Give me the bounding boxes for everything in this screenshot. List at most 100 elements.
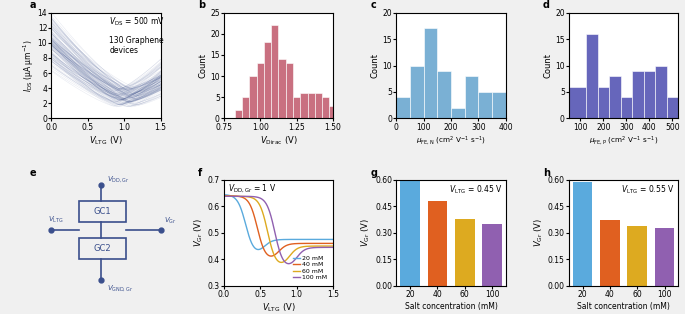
Bar (573, 181, 593, 286)
40 mM (302, 241, 310, 245)
Bar (300, 93, 308, 118)
100 mM (284, 262, 292, 266)
60 mM (269, 251, 277, 255)
Text: $V_{\mathrm{LTG}}$ = 0.55 V: $V_{\mathrm{LTG}}$ = 0.55 V (621, 183, 675, 196)
20 mM (293, 237, 301, 241)
Legend: 20 mM, 40 mM, 60 mM, 100 mM: 20 mM, 40 mM, 60 mM, 100 mM (290, 253, 330, 283)
Bar (438, 71, 451, 118)
60 mM (302, 245, 310, 248)
Text: b: b (198, 0, 205, 10)
Y-axis label: $I_{\mathrm{DS}}$ (μA μm$^{-1}$): $I_{\mathrm{DS}}$ (μA μm$^{-1}$) (22, 39, 36, 92)
Text: $V_\mathrm{Gr}$: $V_\mathrm{Gr}$ (164, 216, 177, 226)
20 mM (329, 237, 337, 241)
Text: $V_\mathrm{GND,Gr}$: $V_\mathrm{GND,Gr}$ (107, 283, 134, 293)
Bar (482, 224, 502, 286)
Bar (79, 201, 125, 222)
Bar (315, 93, 322, 118)
Bar (627, 226, 647, 286)
Bar (569, 87, 586, 118)
Bar (621, 97, 632, 118)
Bar (257, 63, 264, 118)
Line: 60 mM: 60 mM (224, 196, 333, 263)
100 mM (248, 195, 256, 198)
Bar (264, 42, 271, 118)
Y-axis label: $V_{\mathrm{Gr}}$ (V): $V_{\mathrm{Gr}}$ (V) (192, 218, 205, 247)
100 mM (302, 247, 310, 251)
X-axis label: $V_{\mathrm{Dirac}}$ (V): $V_{\mathrm{Dirac}}$ (V) (260, 134, 297, 147)
40 mM (239, 196, 247, 199)
Bar (242, 97, 249, 118)
Bar (586, 34, 598, 118)
Bar (427, 201, 447, 286)
Bar (424, 29, 438, 118)
60 mM (284, 256, 292, 259)
Text: GC1: GC1 (93, 207, 111, 216)
40 mM (248, 207, 256, 211)
X-axis label: Salt concentration (mM): Salt concentration (mM) (577, 302, 670, 311)
Bar (598, 87, 609, 118)
Text: $V_\mathrm{DD,Gr}$: $V_\mathrm{DD,Gr}$ (107, 174, 129, 184)
Y-axis label: $V_{\mathrm{Gr}}$ (V): $V_{\mathrm{Gr}}$ (V) (532, 218, 545, 247)
60 mM (220, 194, 228, 198)
Bar (79, 238, 125, 259)
Text: c: c (370, 0, 376, 10)
40 mM (293, 242, 301, 246)
Text: a: a (29, 0, 36, 10)
Bar (235, 110, 242, 118)
Bar (293, 97, 300, 118)
Bar (286, 63, 293, 118)
Bar (322, 97, 329, 118)
40 mM (269, 254, 277, 257)
Bar (632, 71, 644, 118)
100 mM (293, 255, 301, 259)
100 mM (284, 262, 292, 266)
20 mM (220, 193, 228, 197)
60 mM (329, 244, 337, 248)
Text: $V_{\mathrm{DS}}$ = 500 mV: $V_{\mathrm{DS}}$ = 500 mV (109, 16, 165, 28)
Text: d: d (543, 0, 550, 10)
Bar (451, 108, 464, 118)
Line: 40 mM: 40 mM (224, 196, 333, 256)
X-axis label: $\mu_{\mathrm{FE,N}}$ (cm$^2$ V$^{-1}$ s$^{-1}$): $\mu_{\mathrm{FE,N}}$ (cm$^2$ V$^{-1}$ s… (416, 134, 486, 147)
Bar (400, 175, 420, 286)
20 mM (269, 239, 277, 243)
20 mM (302, 237, 310, 241)
Bar (397, 97, 410, 118)
60 mM (248, 196, 256, 200)
Bar (655, 228, 674, 286)
20 mM (284, 238, 292, 241)
20 mM (239, 214, 247, 218)
40 mM (220, 194, 228, 198)
20 mM (248, 242, 256, 246)
Text: e: e (29, 168, 36, 178)
X-axis label: Salt concentration (mM): Salt concentration (mM) (405, 302, 497, 311)
60 mM (277, 261, 286, 264)
40 mM (284, 243, 292, 246)
Bar (464, 76, 478, 118)
Bar (410, 66, 424, 118)
Bar (667, 97, 678, 118)
Bar (644, 71, 655, 118)
Text: h: h (543, 168, 550, 178)
Text: GC2: GC2 (93, 244, 111, 253)
X-axis label: $\mu_{\mathrm{FE,P}}$ (cm$^2$ V$^{-1}$ s$^{-1}$): $\mu_{\mathrm{FE,P}}$ (cm$^2$ V$^{-1}$ s… (589, 134, 658, 147)
100 mM (269, 224, 277, 227)
Bar (308, 93, 315, 118)
Bar (600, 220, 620, 286)
100 mM (329, 246, 337, 249)
Text: $V_\mathrm{LTG}$: $V_\mathrm{LTG}$ (48, 215, 64, 225)
Bar (279, 59, 286, 118)
Line: 100 mM: 100 mM (224, 196, 333, 264)
Text: 130 Graphene
devices: 130 Graphene devices (109, 36, 164, 55)
Bar (609, 76, 621, 118)
60 mM (239, 195, 247, 198)
Text: g: g (370, 168, 377, 178)
Bar (492, 92, 506, 118)
Y-axis label: Count: Count (371, 53, 380, 78)
40 mM (329, 241, 337, 245)
Bar (329, 106, 333, 118)
Y-axis label: Count: Count (543, 53, 552, 78)
100 mM (239, 194, 247, 198)
X-axis label: $V_{\mathrm{LTG}}$ (V): $V_{\mathrm{LTG}}$ (V) (262, 302, 295, 314)
Text: $V_{\mathrm{DD,Gr}}$ = 1 V: $V_{\mathrm{DD,Gr}}$ = 1 V (228, 183, 277, 195)
